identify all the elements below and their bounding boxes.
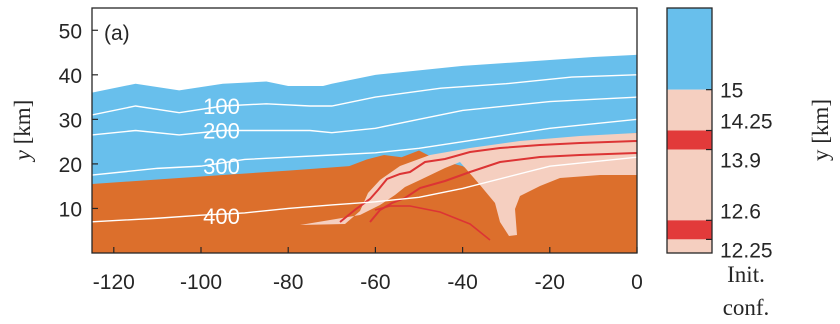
x-tick-label: -120 — [93, 271, 135, 294]
y-axis-label: y [km] — [10, 100, 35, 163]
contour-label-100: 100 — [203, 94, 240, 119]
svg-text:y [km]: y [km] — [808, 99, 833, 161]
colorbar-band-3 — [667, 149, 712, 221]
intrusion-red-contour-outer — [339, 140, 637, 223]
x-tick-label: -80 — [273, 271, 303, 294]
x-tick-label: -100 — [180, 271, 222, 294]
right-panel-ylabel: y [km] — [808, 99, 833, 161]
colorbar-band-1 — [667, 89, 712, 131]
colorbar-caption-line1: Init. — [727, 262, 765, 287]
contour-line-200 — [92, 96, 637, 136]
colorbar-band-5 — [667, 239, 712, 253]
colorbar-tick-label: 12.25 — [720, 239, 773, 262]
x-tick-label: 0 — [631, 271, 643, 294]
y-tick-label: 30 — [59, 109, 82, 132]
colorbar-caption-line2: conf. — [723, 295, 770, 320]
colorbar-band-2 — [667, 130, 712, 150]
contour-label-300: 300 — [203, 154, 240, 179]
panel-label: (a) — [104, 22, 130, 45]
x-tick-label: -20 — [535, 271, 565, 294]
y-tick-label: 20 — [59, 154, 82, 177]
contour-line-400 — [92, 156, 637, 223]
y-tick-label: 50 — [59, 20, 82, 43]
intrusion-red-contour-inner — [369, 152, 637, 223]
svg-text:y [km]: y [km] — [10, 100, 35, 163]
colorbar-tick-label: 14.25 — [720, 111, 773, 134]
contour-label-400: 400 — [203, 204, 240, 229]
contour-line-100 — [92, 74, 637, 116]
colorbar: 15 14.25 13.9 12.6 12.25 Init. conf. — [666, 7, 773, 320]
contour-line-300 — [92, 118, 637, 176]
contour-label-200: 200 — [203, 119, 240, 144]
colorbar-band-0 — [667, 8, 712, 90]
intrusion-body — [300, 133, 637, 236]
colorbar-band-4 — [667, 220, 712, 240]
x-tick-label: -40 — [447, 271, 477, 294]
y-tick-label: 40 — [59, 65, 82, 88]
colorbar-tick-label: 15 — [720, 80, 743, 103]
y-tick-label: 10 — [59, 198, 82, 221]
colorbar-tick-label: 13.9 — [720, 150, 761, 173]
x-tick-label: -60 — [360, 271, 390, 294]
intrusion-red-contour-3 — [374, 205, 491, 241]
colorbar-tick-label: 12.6 — [720, 200, 761, 223]
plot-frame — [91, 7, 638, 254]
